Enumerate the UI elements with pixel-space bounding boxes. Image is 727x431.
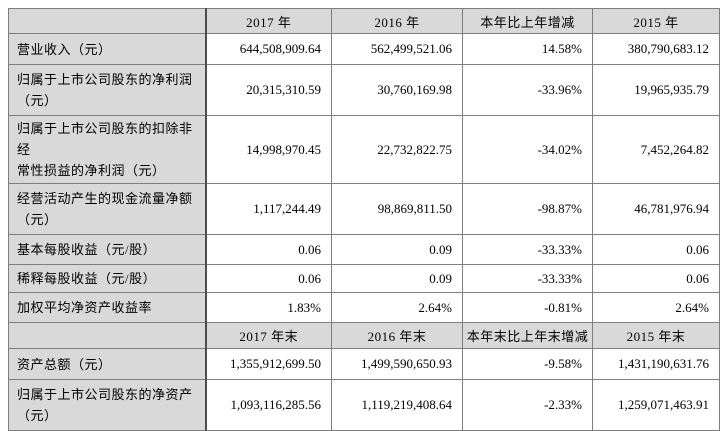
value-2015: 1,259,071,463.91 [592,379,720,431]
row-label: 营业收入（元） [8,33,207,65]
row-label: 稀释每股收益（元/股） [8,264,207,293]
table-row-net-profit-excl-nonrecurring: 归属于上市公司股东的扣除非经 常性损益的净利润（元） 14,998,970.45… [8,115,720,184]
value-change: -33.33% [462,234,593,265]
col-header-yearend-change: 本年末比上年末增减 [462,322,593,349]
table-row-operating-revenue: 营业收入（元） 644,508,909.64 562,499,521.06 14… [8,33,720,65]
table-row-diluted-eps: 稀释每股收益（元/股） 0.06 0.09 -33.33% 0.06 [8,264,720,293]
value-2017: 1,355,912,699.50 [205,348,332,380]
value-2017: 644,508,909.64 [205,33,332,65]
row-label: 归属于上市公司股东的净利润 （元） [8,64,207,116]
value-2016: 1,119,219,408.64 [331,379,463,431]
col-header-2017-end: 2017 年末 [205,322,332,349]
row-label: 加权平均净资产收益率 [8,292,207,323]
value-2015: 0.06 [592,234,720,265]
financial-report-excerpt: 2017 年 2016 年 本年比上年增减 2015 年 营业收入（元） 644… [8,8,720,431]
row-label: 经营活动产生的现金流量净额 （元） [8,183,207,235]
value-2015: 46,781,976.94 [592,183,720,235]
row-label: 基本每股收益（元/股） [8,234,207,265]
value-change: -33.33% [462,264,593,293]
value-2015: 2.64% [592,292,720,323]
corner-cell [8,8,207,34]
table-row-weighted-avg-roe: 加权平均净资产收益率 1.83% 2.64% -0.81% 2.64% [8,292,720,323]
row-label: 资产总额（元） [8,348,207,380]
table-row-net-profit: 归属于上市公司股东的净利润 （元） 20,315,310.59 30,760,1… [8,64,720,116]
value-2016: 98,869,811.50 [331,183,463,235]
value-2017: 14,998,970.45 [205,115,332,184]
value-2016: 22,732,822.75 [331,115,463,184]
financial-summary-table: 2017 年 2016 年 本年比上年增减 2015 年 营业收入（元） 644… [8,8,720,431]
col-header-2015: 2015 年 [592,8,720,34]
section2-header-row: 2017 年末 2016 年末 本年末比上年末增减 2015 年末 [8,322,720,349]
value-change: -33.96% [462,64,593,116]
table-row-basic-eps: 基本每股收益（元/股） 0.06 0.09 -33.33% 0.06 [8,234,720,265]
row-label: 归属于上市公司股东的扣除非经 常性损益的净利润（元） [8,115,207,184]
value-2015: 0.06 [592,264,720,293]
value-2016: 2.64% [331,292,463,323]
value-2015: 7,452,264.82 [592,115,720,184]
col-header-2017: 2017 年 [205,8,332,34]
value-change: -2.33% [462,379,593,431]
col-header-2016-end: 2016 年末 [331,322,463,349]
value-2017: 20,315,310.59 [205,64,332,116]
value-2017: 1,093,116,285.56 [205,379,332,431]
value-2017: 0.06 [205,234,332,265]
value-2015: 380,790,683.12 [592,33,720,65]
value-change: -9.58% [462,348,593,380]
table-row-net-assets: 归属于上市公司股东的净资产 （元） 1,093,116,285.56 1,119… [8,379,720,431]
value-2016: 1,499,590,650.93 [331,348,463,380]
row-label: 归属于上市公司股东的净资产 （元） [8,379,207,431]
value-2015: 1,431,190,631.76 [592,348,720,380]
value-change: -98.87% [462,183,593,235]
col-header-2015-end: 2015 年末 [592,322,720,349]
table-row-total-assets: 资产总额（元） 1,355,912,699.50 1,499,590,650.9… [8,348,720,380]
value-2015: 19,965,935.79 [592,64,720,116]
table-row-operating-cash-flow: 经营活动产生的现金流量净额 （元） 1,117,244.49 98,869,81… [8,183,720,235]
value-change: -34.02% [462,115,593,184]
value-2016: 0.09 [331,234,463,265]
value-change: -0.81% [462,292,593,323]
section1-header-row: 2017 年 2016 年 本年比上年增减 2015 年 [8,8,720,34]
value-2016: 0.09 [331,264,463,293]
value-2016: 30,760,169.98 [331,64,463,116]
col-header-yoy-change: 本年比上年增减 [462,8,593,34]
value-2017: 1.83% [205,292,332,323]
value-2017: 1,117,244.49 [205,183,332,235]
value-2016: 562,499,521.06 [331,33,463,65]
value-change: 14.58% [462,33,593,65]
corner-cell [8,322,207,349]
col-header-2016: 2016 年 [331,8,463,34]
value-2017: 0.06 [205,264,332,293]
